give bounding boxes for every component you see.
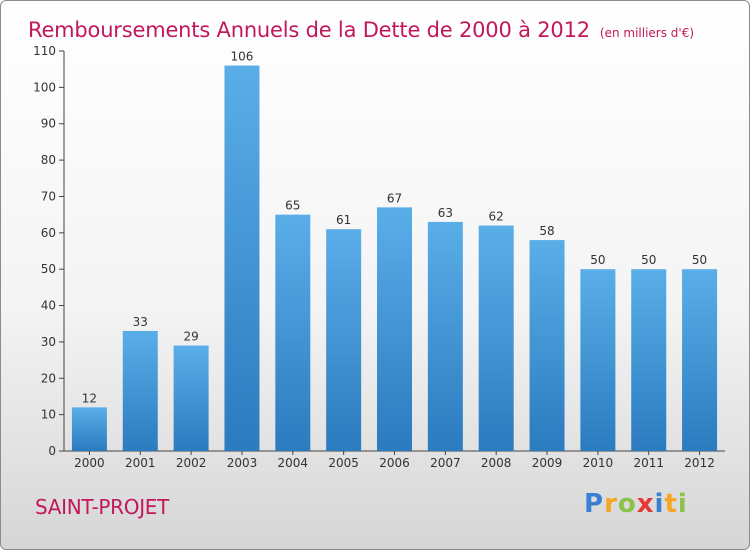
- bar-value-label: 106: [231, 50, 254, 64]
- bar-value-label: 62: [489, 210, 504, 224]
- bar-value-label: 50: [692, 253, 707, 267]
- y-tick-label: 10: [41, 408, 56, 422]
- x-tick-label: 2001: [125, 456, 156, 470]
- bar-value-label: 61: [336, 213, 351, 227]
- bar-value-label: 67: [387, 191, 402, 205]
- logo-letter: i: [654, 489, 665, 519]
- logo-letter: P: [584, 489, 605, 519]
- x-tick-label: 2008: [481, 456, 512, 470]
- x-tick-label: 2002: [176, 456, 207, 470]
- chart-title: Remboursements Annuels de la Dette de 20…: [28, 7, 694, 45]
- y-tick-label: 50: [41, 262, 56, 276]
- x-axis: 2000 2001 2002 2003 2004 2005 2006 2007 2008 2009…: [64, 450, 725, 470]
- x-tick-label: 2012: [684, 456, 715, 470]
- bar-value-label: 58: [539, 224, 554, 238]
- logo-letter: i: [677, 489, 688, 519]
- x-tick-label: 2009: [532, 456, 563, 470]
- logo-letter: o: [617, 489, 637, 519]
- bar: [529, 240, 565, 451]
- y-tick-label: 0: [48, 444, 56, 458]
- x-tick-label: 2003: [227, 456, 258, 470]
- y-tick-label: 40: [41, 299, 56, 313]
- y-tick-label: 110: [33, 44, 56, 58]
- bar-value-label: 29: [183, 330, 198, 344]
- y-tick-label: 20: [41, 371, 56, 385]
- bar-value-label: 50: [590, 253, 605, 267]
- bar: [275, 214, 311, 451]
- bar: [326, 229, 362, 451]
- bar-value-label: 63: [438, 206, 453, 220]
- x-tick-label: 2010: [583, 456, 614, 470]
- bar: [580, 269, 616, 451]
- y-tick-label: 30: [41, 335, 56, 349]
- x-tick-label: 2011: [633, 456, 664, 470]
- y-tick-label: 100: [33, 80, 56, 94]
- bar-value-label: 12: [82, 391, 97, 405]
- y-tick-label: 90: [41, 117, 56, 131]
- chart-unit: (en milliers d'€): [599, 26, 695, 40]
- bar: [122, 331, 158, 451]
- y-axis: 0 10 20 30 40 50 60 70 80 90 100 110: [33, 44, 65, 458]
- logo-letter: t: [664, 489, 678, 519]
- commune-name: SAINT-PROJET: [35, 495, 170, 519]
- bar: [173, 345, 209, 451]
- bars: [71, 65, 718, 451]
- y-tick-label: 70: [41, 189, 56, 203]
- y-tick-label: 60: [41, 226, 56, 240]
- bar: [682, 269, 718, 451]
- bar-value-label: 65: [285, 199, 300, 213]
- x-tick-label: 2007: [430, 456, 461, 470]
- x-tick-label: 2000: [74, 456, 105, 470]
- x-tick-label: 2004: [278, 456, 309, 470]
- x-tick-label: 2006: [379, 456, 410, 470]
- x-tick-label: 2005: [328, 456, 359, 470]
- bar-value-label: 33: [133, 315, 148, 329]
- y-tick-label: 80: [41, 153, 56, 167]
- bar: [427, 221, 463, 451]
- bar: [478, 225, 514, 451]
- chart-title-text: Remboursements Annuels de la Dette de 20…: [28, 18, 590, 42]
- logo-letter: x: [636, 489, 655, 519]
- bar-value-label: 50: [641, 253, 656, 267]
- bar: [631, 269, 667, 451]
- bar: [71, 407, 107, 451]
- data-labels: 12 33 29 106 65 61 67 63 62 58 50 50 50: [82, 50, 707, 406]
- bar: [377, 207, 412, 451]
- bar: [224, 65, 260, 451]
- proxiti-logo: Proxiti: [584, 489, 688, 519]
- logo-letter: r: [604, 489, 618, 519]
